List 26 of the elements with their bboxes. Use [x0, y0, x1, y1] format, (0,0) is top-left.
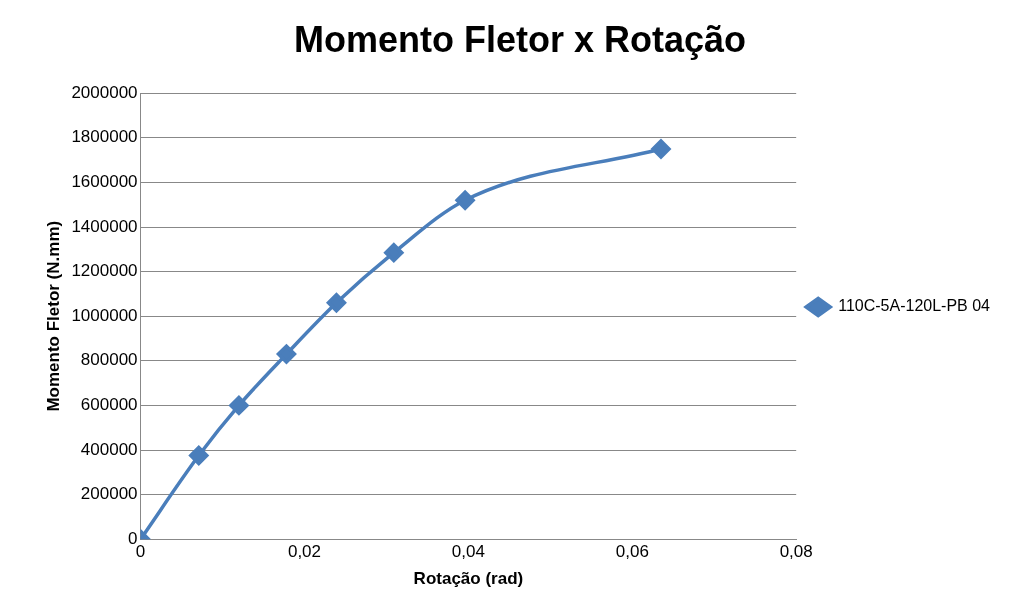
chart-title: Momento Fletor x Rotação — [293, 18, 747, 60]
y-tick-label: 1400000 — [71, 216, 138, 236]
y-tick-label: 1000000 — [71, 305, 138, 325]
y-tick-label: 2000000 — [71, 82, 138, 102]
y-tick-label: 1200000 — [71, 261, 138, 281]
y-axis-title: Momento Fletor (N.mm) — [43, 220, 63, 412]
point — [384, 242, 404, 263]
point — [189, 445, 209, 466]
y-tick-label: 1600000 — [71, 172, 138, 192]
x-axis-title: Rotação (rad) — [413, 569, 524, 589]
y-tick-label: 0 — [128, 528, 138, 548]
y-tick-label: 1800000 — [71, 127, 138, 147]
x-tick-label: 0,04 — [451, 542, 485, 562]
y-tick-label: 400000 — [80, 439, 138, 459]
point — [651, 139, 671, 159]
point — [229, 395, 249, 416]
point — [455, 190, 475, 210]
point — [276, 344, 297, 364]
x-tick-label: 0,02 — [287, 542, 322, 562]
y-tick-label: 200000 — [80, 484, 138, 504]
y-tick-label: 800000 — [80, 350, 138, 370]
point — [326, 293, 347, 313]
legend-label: 110C-5A-120L-PB 04 — [838, 297, 991, 315]
y-tick-label: 600000 — [80, 395, 138, 415]
x-tick-label: 0,06 — [615, 542, 649, 562]
x-tick-label: 0,08 — [779, 542, 813, 562]
